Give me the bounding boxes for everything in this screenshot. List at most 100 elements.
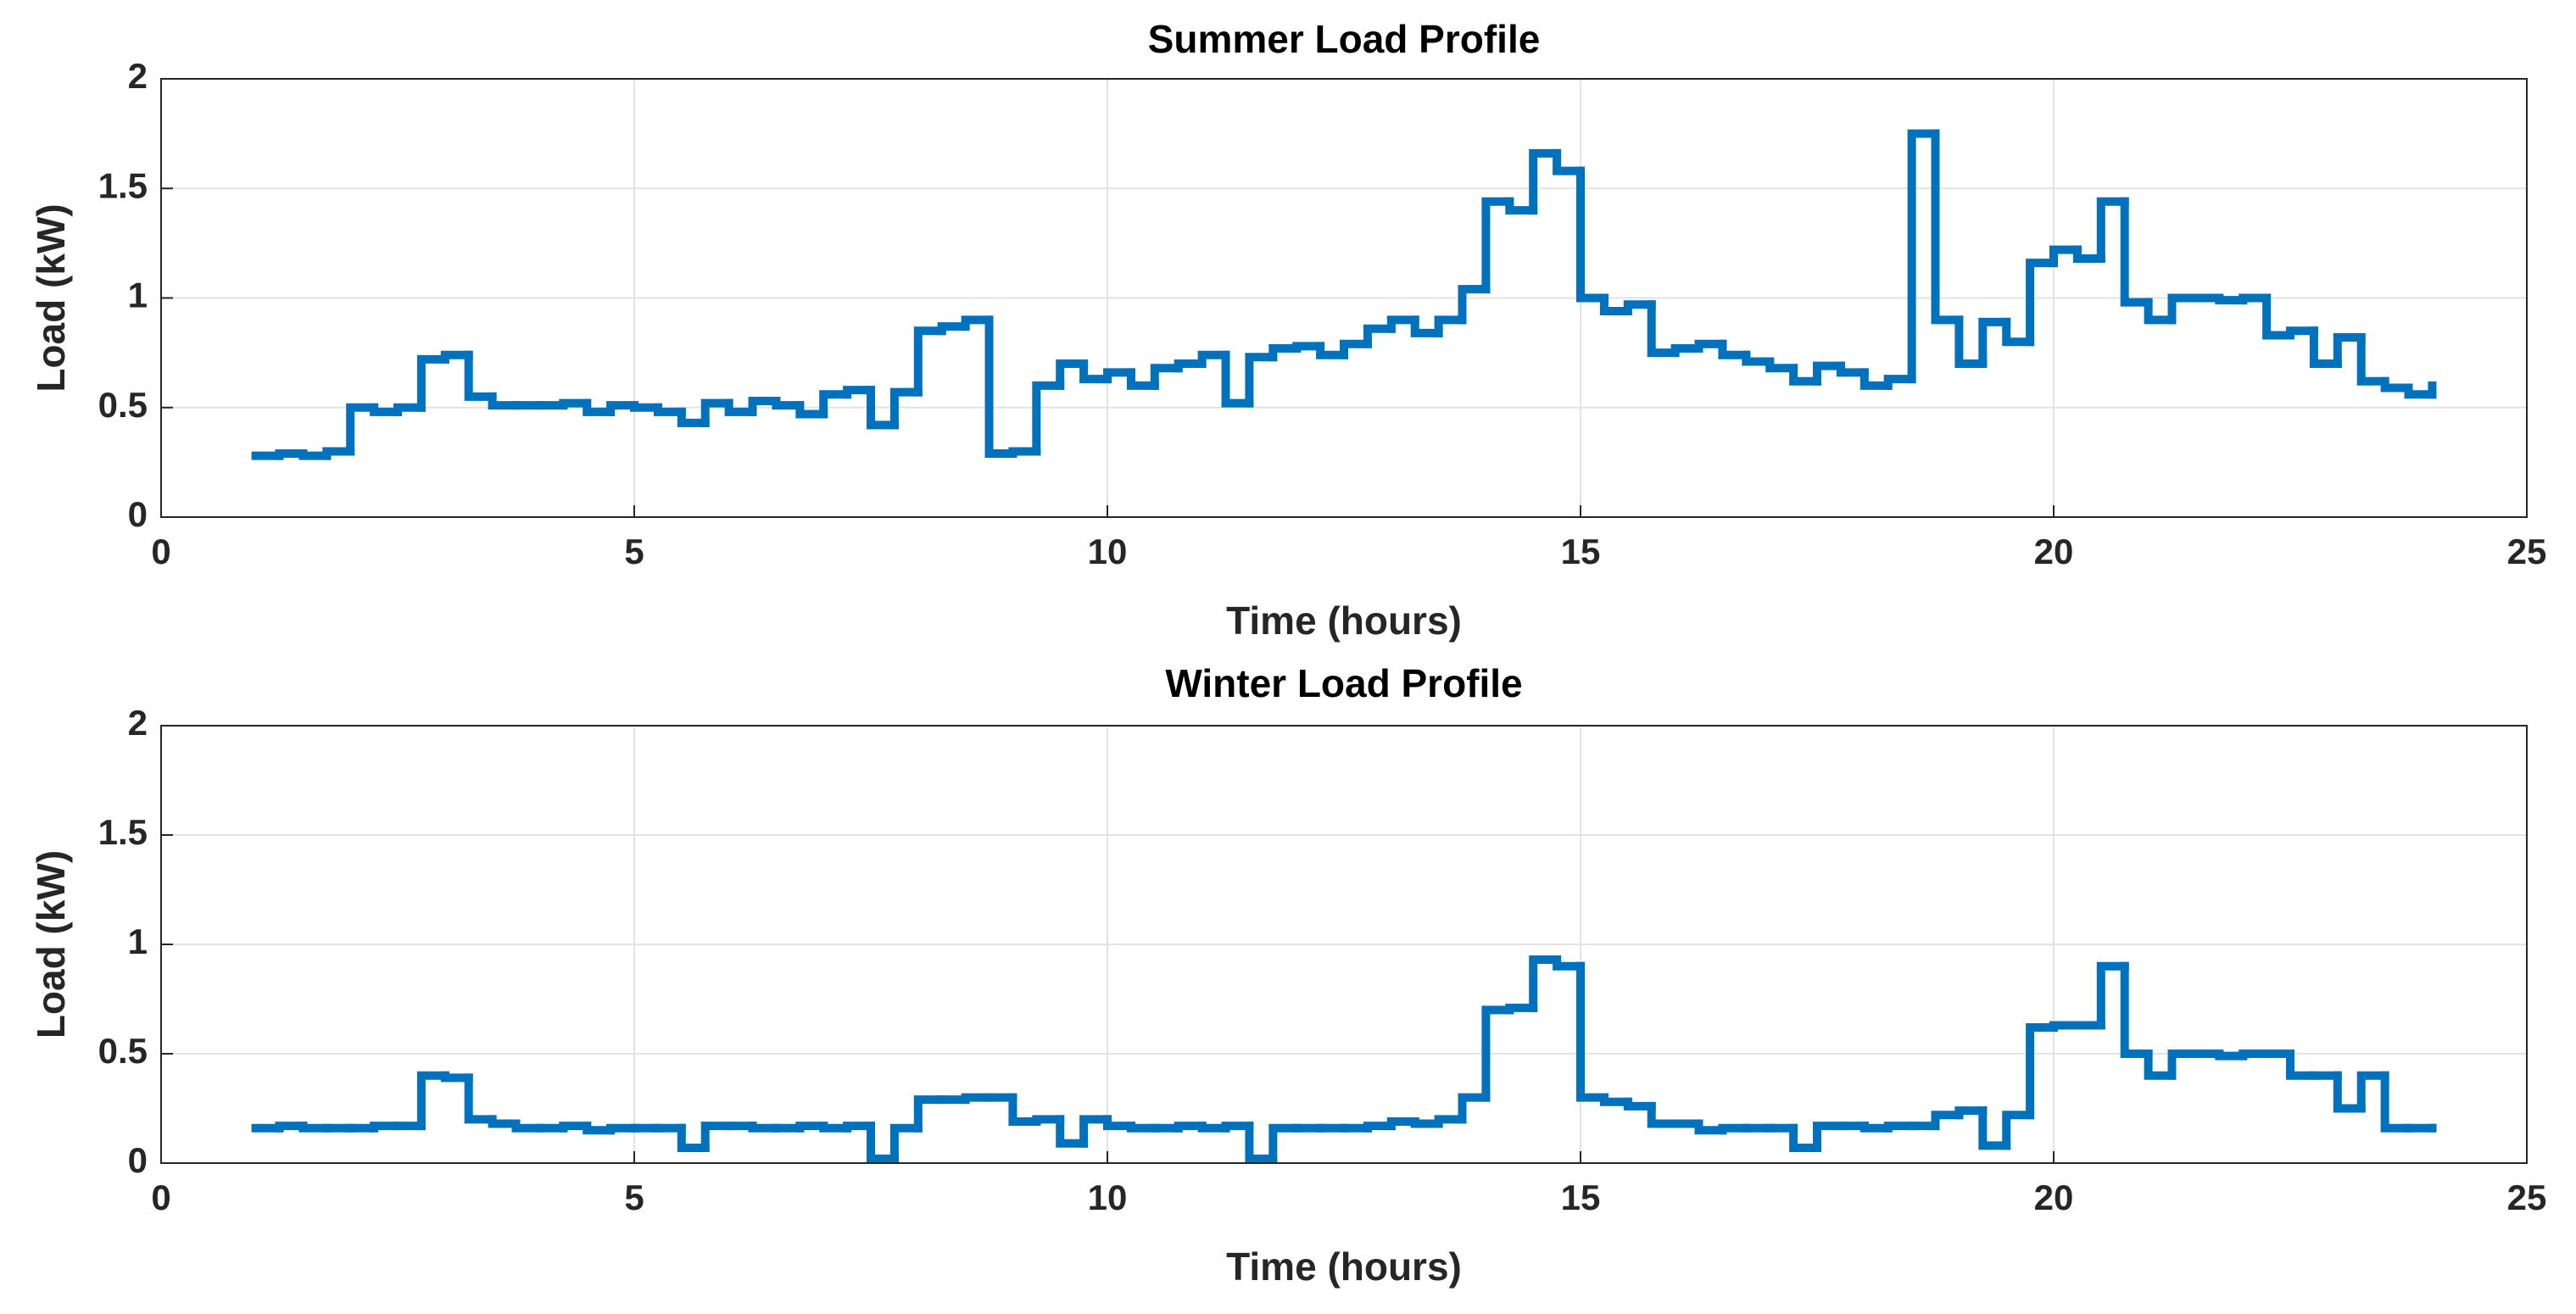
- step-segment: [1765, 357, 1798, 373]
- step-segment: [322, 447, 355, 460]
- step-segment: [1126, 368, 1159, 390]
- step-segment: [2144, 1050, 2177, 1080]
- step-segment: [1434, 1115, 1467, 1128]
- step-segment: [1860, 368, 1893, 390]
- step-segment: [1056, 1115, 1089, 1148]
- x-tick-label: 5: [624, 1178, 644, 1217]
- step-segment: [2239, 293, 2272, 305]
- step-segment: [867, 386, 899, 430]
- step-segment: [1434, 315, 1467, 337]
- step-segment: [889, 387, 923, 430]
- step-segment: [772, 396, 805, 410]
- step-segment: [2215, 293, 2248, 305]
- step-segment: [1553, 955, 1585, 971]
- step-segment: [2049, 1021, 2082, 1033]
- axes-frame: [160, 725, 2528, 1164]
- step-segment: [2380, 376, 2413, 393]
- step-segment: [393, 403, 426, 416]
- step-segment: [1245, 353, 1278, 408]
- step-segment: [1174, 359, 1207, 373]
- step-segment: [1268, 1123, 1302, 1163]
- step-segment: [488, 1115, 521, 1128]
- step-segment: [370, 403, 402, 416]
- y-tick-label: 0: [128, 1140, 148, 1180]
- step-segment: [961, 1093, 994, 1105]
- step-segment: [2333, 333, 2366, 369]
- step-segment: [1742, 350, 1775, 366]
- step-segment: [913, 326, 946, 397]
- step-segment: [1363, 1122, 1396, 1133]
- step-segment: [298, 1122, 332, 1133]
- step-segment: [1174, 1122, 1207, 1133]
- step-segment: [2286, 1050, 2318, 1080]
- step-segment: [1008, 1093, 1041, 1126]
- y-tick-label: 0: [128, 494, 148, 534]
- step-segment: [2356, 333, 2389, 386]
- step-segment: [677, 407, 710, 427]
- y-tick-label: 1.5: [98, 165, 148, 205]
- step-segment: [440, 1071, 473, 1083]
- chart-title: Winter Load Profile: [1165, 661, 1522, 705]
- step-segment: [1221, 350, 1254, 408]
- step-segment: [1481, 197, 1514, 294]
- step-segment: [2215, 1050, 2248, 1061]
- step-segment: [913, 1095, 946, 1133]
- step-segment: [416, 1071, 449, 1131]
- step-segment: [370, 1122, 402, 1133]
- step-segment: [1245, 1122, 1278, 1163]
- step-segment: [2144, 298, 2177, 325]
- step-segment: [1670, 343, 1703, 358]
- y-tick-label: 1: [128, 276, 148, 315]
- step-segment: [1718, 339, 1751, 359]
- step-segment: [2120, 961, 2153, 1058]
- step-segment: [1386, 1116, 1419, 1131]
- step-segment: [1954, 315, 1988, 369]
- step-segment: [677, 1123, 710, 1152]
- step-segment: [2356, 1071, 2389, 1113]
- step-segment: [2120, 197, 2153, 307]
- step-segment: [1883, 1122, 1916, 1133]
- step-segment: [2049, 245, 2082, 268]
- x-axis-label: Time (hours): [1226, 1244, 1462, 1289]
- axes-frame: [160, 78, 2528, 518]
- x-tick-label: 15: [1561, 532, 1601, 571]
- step-segment: [1599, 1093, 1632, 1106]
- step-segment: [1386, 315, 1419, 333]
- step-segment: [1576, 166, 1609, 303]
- step-segment: [1410, 315, 1443, 337]
- step-segment: [1268, 343, 1302, 362]
- step-segment: [1505, 1003, 1538, 1015]
- step-segment: [1197, 350, 1230, 369]
- step-segment: [559, 398, 592, 410]
- step-segment: [1623, 300, 1656, 316]
- step-segment: [1836, 361, 1869, 377]
- step-segment: [2002, 1111, 2035, 1150]
- step-segment: [795, 401, 828, 419]
- y-tick-label: 2: [128, 56, 148, 96]
- step-segment: [1599, 293, 1632, 316]
- step-segment: [1008, 447, 1041, 459]
- step-segment: [1103, 368, 1135, 384]
- step-segment: [1079, 359, 1112, 384]
- step-segment: [2096, 197, 2129, 263]
- step-segment: [819, 1122, 852, 1133]
- step-segment: [1103, 1115, 1135, 1131]
- step-segment: [1316, 342, 1348, 359]
- step-segment: [1458, 1093, 1491, 1124]
- y-tick-label: 0.5: [98, 385, 148, 425]
- step-segment: [2380, 1071, 2413, 1133]
- step-segment: [2286, 326, 2318, 340]
- step-segment: [1789, 1123, 1821, 1152]
- step-segment: [748, 1122, 781, 1133]
- step-segment: [961, 315, 994, 331]
- step-segment: [937, 322, 970, 336]
- step-segment: [2167, 1050, 2200, 1080]
- step-segment: [2333, 1071, 2366, 1113]
- step-segment: [1883, 375, 1916, 390]
- step-segment: [1079, 1115, 1112, 1148]
- step-segment: [2072, 245, 2105, 263]
- step-segment: [1126, 1122, 1159, 1133]
- step-segment: [1458, 285, 1491, 325]
- step-segment: [464, 350, 497, 401]
